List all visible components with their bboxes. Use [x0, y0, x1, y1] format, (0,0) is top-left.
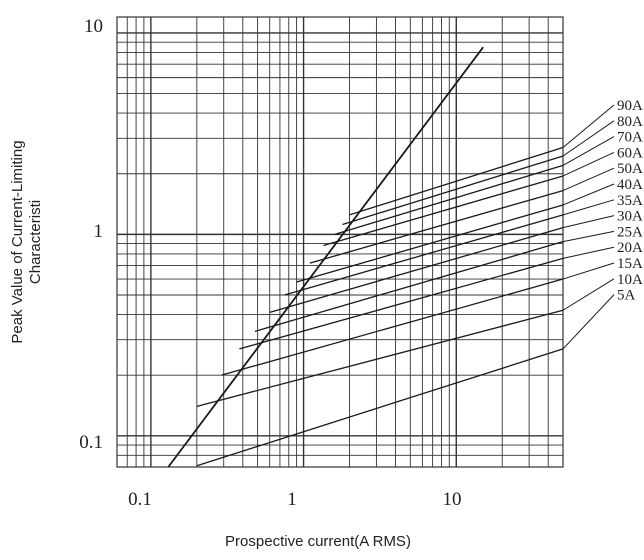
leader-line-15A	[562, 262, 615, 280]
x-tick-label-10: 10	[443, 489, 462, 510]
series-label-60A: 60A	[617, 145, 643, 161]
y-tick-label-1: 1	[94, 221, 104, 242]
leader-line-10A	[562, 278, 615, 311]
series-line-30A	[269, 227, 564, 313]
x-tick-label-1: 1	[287, 489, 297, 510]
series-line-10A	[196, 309, 564, 407]
series-line-70A	[334, 164, 564, 235]
leader-line-50A	[562, 167, 615, 192]
series-label-25A: 25A	[617, 224, 643, 240]
series-label-40A: 40A	[617, 177, 643, 193]
series-label-5A: 5A	[617, 288, 636, 304]
grid-layer	[117, 17, 563, 467]
leader-line-80A	[562, 120, 615, 157]
series-line-50A	[309, 189, 564, 264]
leader-line-70A	[562, 136, 615, 166]
y-tick-label-0.1: 0.1	[79, 432, 103, 453]
series-line-80A	[342, 155, 564, 226]
series-line-5A	[196, 348, 564, 467]
leader-line-20A	[562, 246, 615, 259]
series-label-10A: 10A	[617, 272, 643, 288]
leader-line-60A	[562, 151, 615, 177]
envelope-line	[167, 46, 484, 468]
series-label-20A: 20A	[617, 240, 643, 256]
leader-line-5A	[562, 294, 615, 350]
plot-area-border	[116, 16, 564, 468]
series-line-40A	[296, 204, 564, 283]
leader-line-30A	[562, 215, 615, 229]
x-tick-label-0.1: 0.1	[128, 489, 152, 510]
y-axis-label: Peak Value of Current-Limiting Character…	[9, 140, 44, 343]
series-label-50A: 50A	[617, 161, 643, 177]
y-axis-label-line-2: Characteristi	[27, 200, 44, 284]
series-label-80A: 80A	[617, 114, 643, 130]
leader-line-90A	[562, 104, 615, 148]
leader-line-35A	[562, 199, 615, 216]
series-label-90A: 90A	[617, 98, 643, 114]
series-line-25A	[254, 241, 564, 332]
series-line-90A	[349, 146, 564, 216]
leader-line-25A	[562, 230, 615, 243]
series-line-60A	[323, 175, 564, 247]
series-label-15A: 15A	[617, 256, 643, 272]
x-axis-label: Prospective current(A RMS)	[225, 533, 411, 550]
series-line-15A	[221, 278, 564, 376]
series-label-70A: 70A	[617, 130, 643, 146]
leader-line-40A	[562, 183, 615, 206]
plot-frame	[116, 16, 564, 468]
series-label-35A: 35A	[617, 193, 643, 209]
series-line-20A	[239, 257, 564, 350]
series-layer	[167, 46, 564, 468]
series-line-35A	[284, 214, 564, 296]
tick-label-layer: 0.1 1 10 10 1 0.1	[79, 16, 461, 510]
y-tick-label-10: 10	[84, 16, 103, 37]
series-label-30A: 30A	[617, 209, 643, 225]
y-axis-label-line-1: Peak Value of Current-Limiting	[9, 140, 26, 343]
